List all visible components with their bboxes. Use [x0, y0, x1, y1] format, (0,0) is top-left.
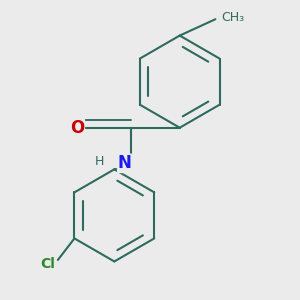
Text: Cl: Cl [40, 257, 55, 272]
Text: N: N [118, 154, 132, 172]
Text: H: H [95, 155, 104, 168]
Text: CH₃: CH₃ [221, 11, 244, 24]
Text: O: O [70, 119, 84, 137]
